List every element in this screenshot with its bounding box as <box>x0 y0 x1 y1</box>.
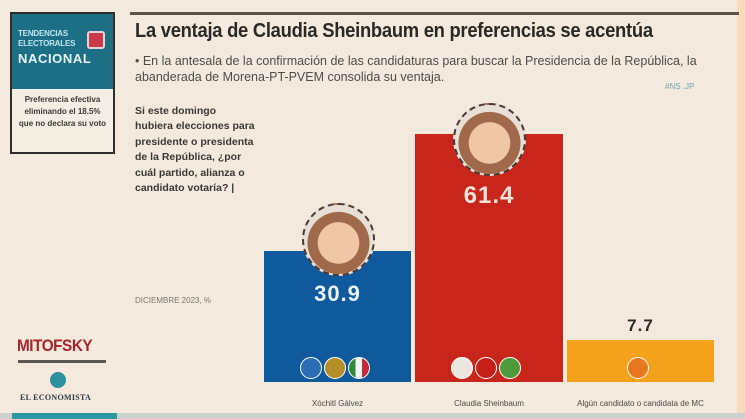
economista-emblem-icon <box>50 372 66 388</box>
party-logos-xochitl <box>300 357 370 379</box>
mitofsky-logo: MITOFSKY <box>17 336 93 355</box>
page-edge <box>737 0 745 419</box>
section-badge: TENDENCIAS ELECTORALES NACIONAL Preferen… <box>10 12 115 154</box>
mitofsky-logo-underline <box>18 360 106 363</box>
graphic-credit: #NS .JP <box>665 82 695 91</box>
page-title: La ventaja de Claudia Sheinbaum en prefe… <box>135 20 653 42</box>
pt-logo-icon <box>475 357 497 379</box>
pvem-logo-icon <box>499 357 521 379</box>
bar-value-xochitl: 30.9 <box>314 281 361 306</box>
photo-claudia <box>453 103 526 176</box>
badge-line-2: ELECTORALES <box>18 39 76 48</box>
economista-logo: EL ECONOMISTA <box>20 393 92 402</box>
page-subtitle: • En la antesala de la confirmación de l… <box>135 54 697 84</box>
mc-logo-icon <box>627 357 649 379</box>
top-divider <box>130 12 739 15</box>
bar-value-claudia: 61.4 <box>463 182 515 209</box>
candidate-label-claudia: Claudia Sheinbaum <box>454 399 524 408</box>
candidate-label-xochitl: Xóchitl Gálvez <box>311 399 364 408</box>
badge-header: TENDENCIAS ELECTORALES NACIONAL <box>12 14 113 89</box>
party-logos-claudia <box>451 357 521 379</box>
badge-note: Preferencia efectiva eliminando el 18.5%… <box>18 95 107 128</box>
party-logos-mc <box>627 357 649 379</box>
pan-logo-icon <box>300 357 322 379</box>
ballot-box-icon <box>87 31 105 49</box>
bottom-accent <box>12 413 117 419</box>
badge-line-1: TENDENCIAS <box>18 29 69 38</box>
pri-logo-icon <box>324 357 346 379</box>
candidate-label-mc: Algún candidato o candidata de MC <box>577 399 704 408</box>
survey-date: DICIEMBRE 2023, % <box>135 296 212 305</box>
photo-xochitl <box>302 203 375 276</box>
morena-logo-icon <box>451 357 473 379</box>
bar-value-mc: 7.7 <box>627 316 654 335</box>
prd-logo-icon <box>348 357 370 379</box>
survey-question: Si este domingo hubiera elecciones para … <box>135 105 255 195</box>
badge-line-3: NACIONAL <box>18 51 92 66</box>
bottom-strip <box>0 413 745 419</box>
